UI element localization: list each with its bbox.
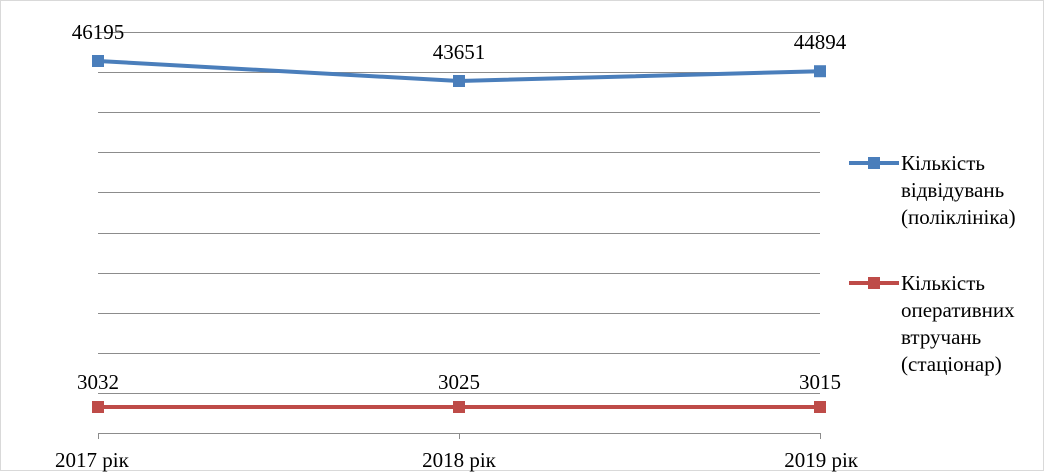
x-tick-label: 2018 рік xyxy=(422,448,497,472)
data-label-visits: 43651 xyxy=(433,40,486,64)
legend-marker-visits xyxy=(868,157,880,169)
legend-swatch-visits xyxy=(849,157,899,169)
data-label-operations: 3015 xyxy=(799,370,841,394)
data-point-visits xyxy=(453,75,465,87)
x-tick-label: 2019 рік xyxy=(784,448,859,472)
legend-swatch-operations xyxy=(849,277,899,289)
data-point-operations xyxy=(92,401,104,413)
legend-entry-visits: Кількість відвідувань (поліклініка) xyxy=(849,150,1039,229)
data-label-visits: 44894 xyxy=(794,30,847,54)
legend-label-visits: Кількість відвідувань (поліклініка) xyxy=(901,151,1016,229)
data-point-operations xyxy=(814,401,826,413)
data-label-operations: 3025 xyxy=(438,370,480,394)
data-label-visits: 46195 xyxy=(72,20,125,44)
legend-label-operations: Кількість оперативних втручань (стаціона… xyxy=(901,271,1015,376)
legend-marker-operations xyxy=(868,277,880,289)
data-point-visits xyxy=(92,55,104,67)
data-point-visits xyxy=(814,65,826,78)
x-tick-label: 2017 рік xyxy=(55,448,130,472)
legend-entry-operations: Кількість оперативних втручань (стаціона… xyxy=(849,270,1039,380)
data-point-operations xyxy=(453,401,465,413)
data-label-operations: 3032 xyxy=(77,370,119,394)
